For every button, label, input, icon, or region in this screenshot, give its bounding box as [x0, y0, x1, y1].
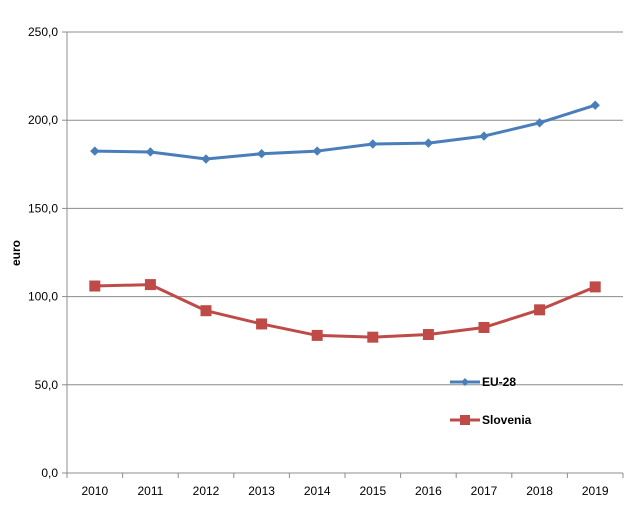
- data-point: [422, 329, 434, 341]
- data-point: [589, 281, 601, 293]
- x-tick-label: 2014: [304, 484, 331, 498]
- tick-labels: 0,0 50,0 100,0 150,0 200,0 250,0 2010 2011 2012 2…: [28, 25, 609, 498]
- legend-marker: [460, 415, 470, 425]
- x-tick-label: 2011: [137, 484, 163, 498]
- data-point: [311, 329, 323, 341]
- y-tick-label: 250,0: [28, 25, 58, 39]
- series-lines: [89, 100, 601, 343]
- x-tick-label: 2013: [248, 484, 275, 498]
- x-tick-label: 2015: [359, 484, 386, 498]
- data-point: [479, 131, 489, 141]
- data-point: [90, 146, 100, 156]
- data-point: [89, 280, 101, 292]
- y-tick-label: 0,0: [41, 466, 58, 480]
- data-point: [590, 100, 600, 110]
- gridlines: [67, 31, 623, 386]
- legend-marker: [461, 378, 469, 386]
- legend-label: EU-28: [482, 375, 516, 389]
- y-axis-label: euro: [9, 240, 23, 266]
- data-point: [144, 279, 156, 291]
- data-point: [423, 138, 434, 148]
- data-point: [534, 118, 545, 128]
- x-tick-label: 2019: [582, 484, 609, 498]
- x-tick-label: 2016: [415, 484, 442, 498]
- legend: EU-28 Slovenia: [450, 375, 532, 427]
- data-point: [368, 139, 378, 149]
- x-tick-label: 2010: [81, 484, 108, 498]
- y-tick-label: 100,0: [28, 290, 58, 304]
- data-point: [478, 321, 490, 333]
- data-point: [312, 146, 322, 156]
- y-tick-label: 150,0: [28, 201, 58, 215]
- x-tick-label: 2017: [471, 484, 498, 498]
- x-tick-label: 2018: [526, 484, 553, 498]
- y-tick-label: 200,0: [28, 113, 58, 127]
- data-point: [200, 305, 212, 317]
- axes: [62, 31, 624, 478]
- y-tick-label: 50,0: [35, 378, 59, 392]
- data-point: [367, 331, 379, 343]
- x-tick-label: 2012: [193, 484, 220, 498]
- legend-label: Slovenia: [482, 413, 532, 427]
- data-point: [145, 147, 156, 157]
- data-point: [256, 149, 267, 159]
- series-line-1: [94, 283, 596, 339]
- data-point: [256, 318, 268, 330]
- data-point: [201, 154, 211, 164]
- data-point: [534, 304, 546, 316]
- series-line-0: [94, 103, 596, 161]
